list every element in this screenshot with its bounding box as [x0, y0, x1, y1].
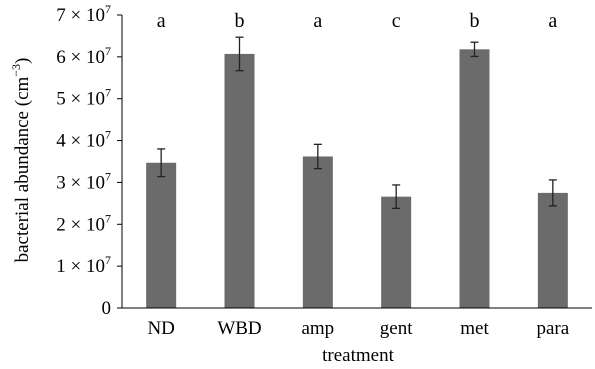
error-bars — [157, 36, 557, 210]
y-axis-title-main: bacterial abundance (cm — [12, 77, 33, 263]
y-tick-label: 2 × 107 — [56, 211, 111, 235]
y-tick-exponent: 7 — [105, 2, 111, 16]
y-tick-times: × — [66, 172, 86, 193]
x-tick-label-ND: ND — [147, 318, 174, 339]
y-tick-exponent: 7 — [105, 128, 111, 142]
y-tick-base: 10 — [86, 47, 105, 68]
y-tick-exponent: 7 — [105, 44, 111, 58]
y-axis-title-exponent: −3 — [9, 64, 23, 77]
y-tick-label: 1 × 107 — [56, 253, 111, 277]
bar-gent — [381, 196, 412, 308]
y-tick-label: 3 × 107 — [56, 169, 111, 193]
bar-amp — [302, 156, 333, 308]
y-tick-exponent: 7 — [105, 253, 111, 267]
y-tick-exponent: 7 — [105, 86, 111, 100]
significance-letter-met: b — [470, 10, 480, 32]
error-bar-gent — [392, 184, 401, 210]
y-tick-mantissa: 5 — [56, 89, 66, 110]
bar-para — [537, 192, 568, 308]
x-tick-label-gent: gent — [380, 318, 413, 339]
y-tick-times: × — [66, 47, 86, 68]
y-tick-times: × — [66, 131, 86, 152]
significance-letter-ND: a — [157, 10, 166, 32]
y-tick-mantissa: 6 — [56, 47, 66, 68]
y-tick-base: 10 — [86, 256, 105, 277]
x-tick-label-amp: amp — [301, 318, 334, 339]
x-tick-label-WBD: WBD — [217, 318, 261, 339]
bars — [146, 49, 568, 309]
y-tick-base: 10 — [86, 5, 105, 26]
significance-letter-para: a — [548, 10, 557, 32]
category-labels: ND WBD amp gent met para — [147, 318, 569, 339]
y-tick-exponent: 7 — [105, 211, 111, 225]
significance-letter-WBD: b — [235, 10, 245, 32]
y-axis-title: bacterial abundance (cm−3) — [9, 58, 33, 263]
error-bar-amp — [313, 143, 322, 170]
y-tick-base: 10 — [86, 172, 105, 193]
y-tick-times: × — [66, 256, 86, 277]
y-tick-label: 4 × 107 — [56, 128, 111, 152]
y-tick-mantissa: 0 — [102, 298, 112, 319]
error-bar-WBD — [235, 36, 244, 72]
y-tick-times: × — [66, 89, 86, 110]
y-tick-exponent: 7 — [105, 169, 111, 183]
y-tick-label: 5 × 107 — [56, 86, 111, 110]
error-bar-ND — [157, 148, 166, 178]
error-bar-met — [470, 41, 479, 58]
y-tick-label: 7 × 107 — [56, 2, 111, 26]
x-tick-label-para: para — [536, 318, 569, 339]
y-tick-mantissa: 3 — [56, 172, 66, 193]
x-axis-title: treatment — [322, 345, 394, 366]
y-tick-base: 10 — [86, 214, 105, 235]
bar-ND — [146, 162, 177, 308]
bar-met — [459, 49, 490, 309]
y-tick-base: 10 — [86, 131, 105, 152]
y-axis-title-close: ) — [12, 58, 33, 64]
significance-letter-amp: a — [313, 10, 322, 32]
y-tick-times: × — [66, 5, 86, 26]
x-tick-label-met: met — [460, 318, 489, 339]
y-tick-mantissa: 7 — [56, 5, 66, 26]
bar-WBD — [224, 53, 255, 309]
error-bar-para — [548, 179, 557, 207]
y-tick-base: 10 — [86, 89, 105, 110]
y-tick-mantissa: 4 — [56, 131, 66, 152]
y-tick-mantissa: 1 — [56, 256, 66, 277]
significance-letter-gent: c — [392, 10, 401, 32]
y-tick-mantissa: 2 — [56, 214, 66, 235]
y-tick-label: 0 — [102, 298, 112, 319]
y-tick-label: 6 × 107 — [56, 44, 111, 68]
y-tick-times: × — [66, 214, 86, 235]
